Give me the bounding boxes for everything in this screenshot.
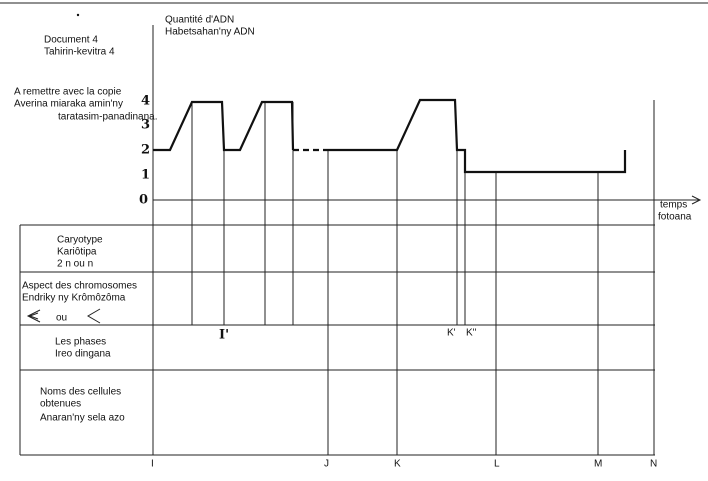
marker: I' bbox=[219, 328, 229, 343]
row-label: Endriky ny Krômôzôma bbox=[22, 293, 126, 304]
row-label: Aspect des chromosomes bbox=[22, 281, 137, 292]
y-tick-label: 2 bbox=[141, 143, 150, 158]
x-label: M bbox=[594, 459, 602, 470]
x-axis-title: temps bbox=[660, 200, 687, 211]
y-tick-label: 4 bbox=[141, 94, 150, 109]
row-label: 2 n ou n bbox=[57, 259, 93, 270]
arrow bbox=[691, 195, 702, 205]
y-axis-title: Habetsahan'ny ADN bbox=[165, 27, 255, 38]
y-axis-title: Quantité d'ADN bbox=[165, 15, 234, 26]
row-label: Ireo dingana bbox=[55, 349, 111, 360]
note-line: A remettre avec la copie bbox=[14, 87, 122, 98]
y-tick-label: 3 bbox=[141, 118, 150, 133]
row-label: Kariôtipa bbox=[57, 247, 97, 258]
dna-curve bbox=[328, 98, 627, 174]
note-line: taratasim-panadinana. bbox=[58, 112, 158, 123]
x-label: K bbox=[394, 459, 401, 470]
x-axis-title: fotoana bbox=[658, 212, 692, 223]
dna-curve bbox=[153, 100, 295, 152]
row-label: obtenues bbox=[40, 399, 81, 410]
x-label: J bbox=[324, 459, 329, 470]
dot bbox=[76, 13, 80, 17]
x-label: I bbox=[151, 459, 154, 470]
row-symbol: ou bbox=[56, 313, 67, 324]
row-label: Anaran'ny sela azo bbox=[40, 413, 125, 424]
y-tick-label: 1 bbox=[141, 168, 150, 183]
y-tick-label: 0 bbox=[139, 193, 148, 208]
chromosome-symbols bbox=[26, 308, 101, 324]
note-line: Averina miaraka amin'ny bbox=[14, 99, 123, 110]
table-grid bbox=[19, 100, 655, 456]
x-label: L bbox=[494, 459, 500, 470]
row-label: Caryotype bbox=[57, 235, 103, 246]
marker: K' bbox=[447, 328, 456, 339]
row-label: Noms des cellules bbox=[40, 387, 121, 398]
x-label: N bbox=[650, 459, 657, 470]
header-line: Document 4 bbox=[44, 35, 98, 46]
header-line: Tahirin-kevitra 4 bbox=[44, 47, 115, 58]
marker: K'' bbox=[466, 328, 477, 339]
row-label: Les phases bbox=[55, 337, 106, 348]
